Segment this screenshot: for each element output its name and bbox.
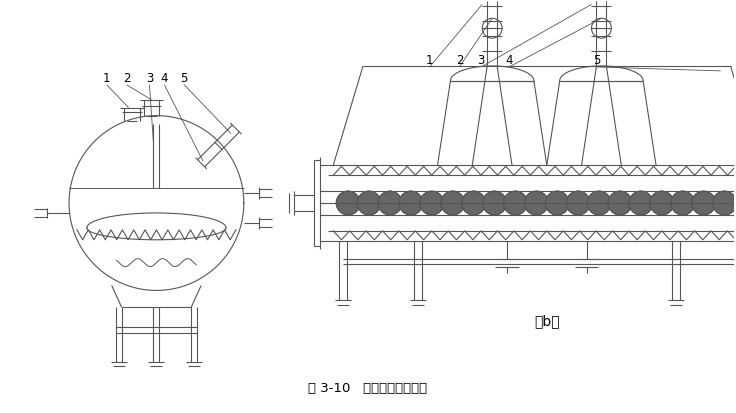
Text: 1: 1	[103, 71, 110, 85]
Text: 4: 4	[506, 54, 513, 67]
Text: 3: 3	[146, 71, 153, 85]
Circle shape	[420, 192, 444, 216]
Circle shape	[545, 192, 569, 216]
Circle shape	[483, 192, 506, 216]
Text: 2: 2	[456, 54, 463, 67]
Circle shape	[608, 192, 632, 216]
Circle shape	[566, 192, 590, 216]
Circle shape	[629, 192, 653, 216]
Text: （b）: （b）	[534, 313, 559, 328]
Circle shape	[712, 192, 736, 216]
Circle shape	[692, 192, 715, 216]
Circle shape	[503, 192, 528, 216]
Circle shape	[587, 192, 611, 216]
Circle shape	[525, 192, 548, 216]
Circle shape	[357, 192, 381, 216]
Text: 4: 4	[160, 71, 168, 85]
Circle shape	[670, 192, 695, 216]
Text: 3: 3	[478, 54, 485, 67]
Circle shape	[441, 192, 464, 216]
Text: 1: 1	[426, 54, 434, 67]
Text: 5: 5	[592, 54, 600, 67]
Circle shape	[650, 192, 673, 216]
Circle shape	[734, 192, 736, 216]
Circle shape	[378, 192, 402, 216]
Circle shape	[399, 192, 422, 216]
Circle shape	[461, 192, 486, 216]
Circle shape	[336, 192, 360, 216]
Text: 2: 2	[123, 71, 130, 85]
Text: 图 3-10   砂石过滤器构造图: 图 3-10 砂石过滤器构造图	[308, 381, 428, 394]
Text: 5: 5	[180, 71, 188, 85]
